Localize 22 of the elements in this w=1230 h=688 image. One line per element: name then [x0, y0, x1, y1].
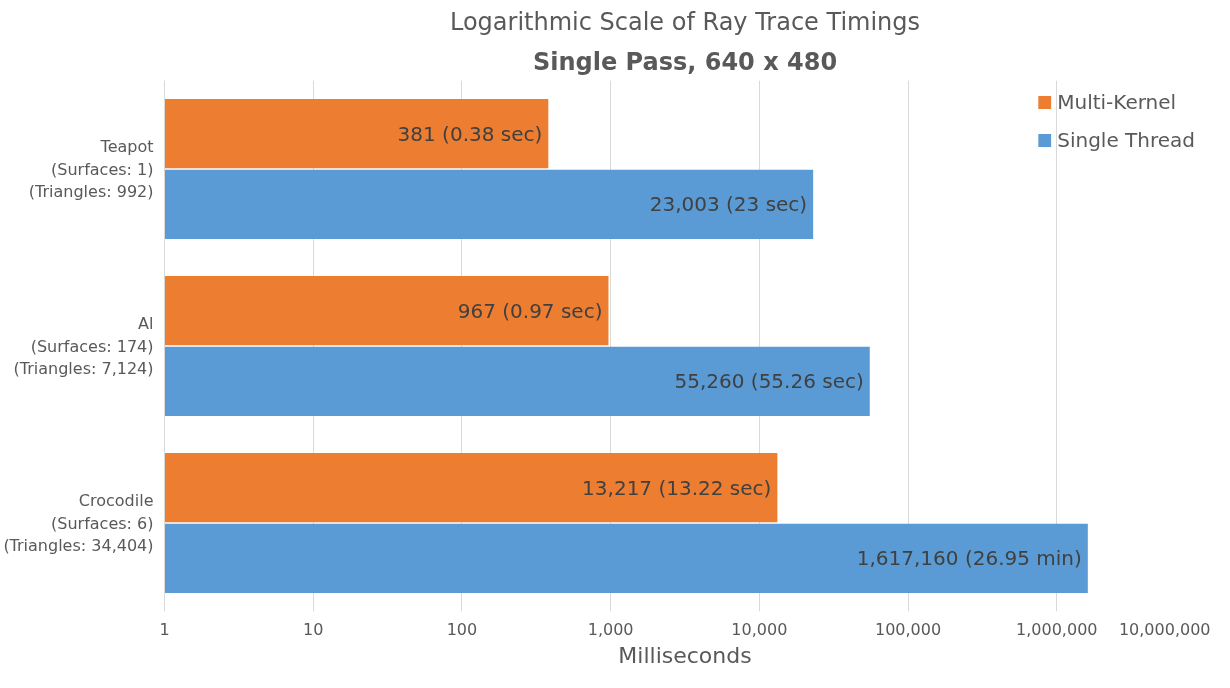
data-label: 55,260 (55.26 sec): [674, 369, 864, 394]
x-tick-label: 1: [159, 619, 170, 639]
data-label: 13,217 (13.22 sec): [582, 475, 772, 500]
x-tick-label: 1,000,000: [1016, 619, 1098, 639]
chart-subtitle: Single Pass, 640 x 480: [532, 47, 838, 76]
y-tick-label: Crocodile (Surfaces: 6) (Triangles: 34,404): [3, 490, 154, 556]
data-label: 381 (0.38 sec): [397, 121, 543, 146]
data-label: 1,617,160 (26.95 min): [856, 546, 1082, 571]
x-tick-label: 1,000: [587, 619, 634, 639]
data-label: 23,003 (23 sec): [649, 192, 808, 217]
y-tick-label: Al (Surfaces: 174) (Triangles: 7,124): [13, 313, 154, 379]
legend-label: Single Thread: [1057, 128, 1195, 152]
x-tick-label: 10,000: [731, 619, 788, 639]
chart-title: Logarithmic Scale of Ray Trace Timings: [449, 7, 921, 36]
x-tick-label: 100,000: [874, 619, 942, 639]
x-axis-title: Milliseconds: [618, 642, 752, 668]
legend-label: Multi-Kernel: [1057, 90, 1177, 114]
x-tick-label: 100: [446, 619, 478, 639]
data-label: 967 (0.97 sec): [457, 298, 603, 323]
x-tick-label: 10,000,000: [1118, 619, 1211, 639]
x-tick-label: 10: [303, 619, 324, 639]
y-tick-label: Teapot (Surfaces: 1) (Triangles: 992): [28, 136, 154, 202]
